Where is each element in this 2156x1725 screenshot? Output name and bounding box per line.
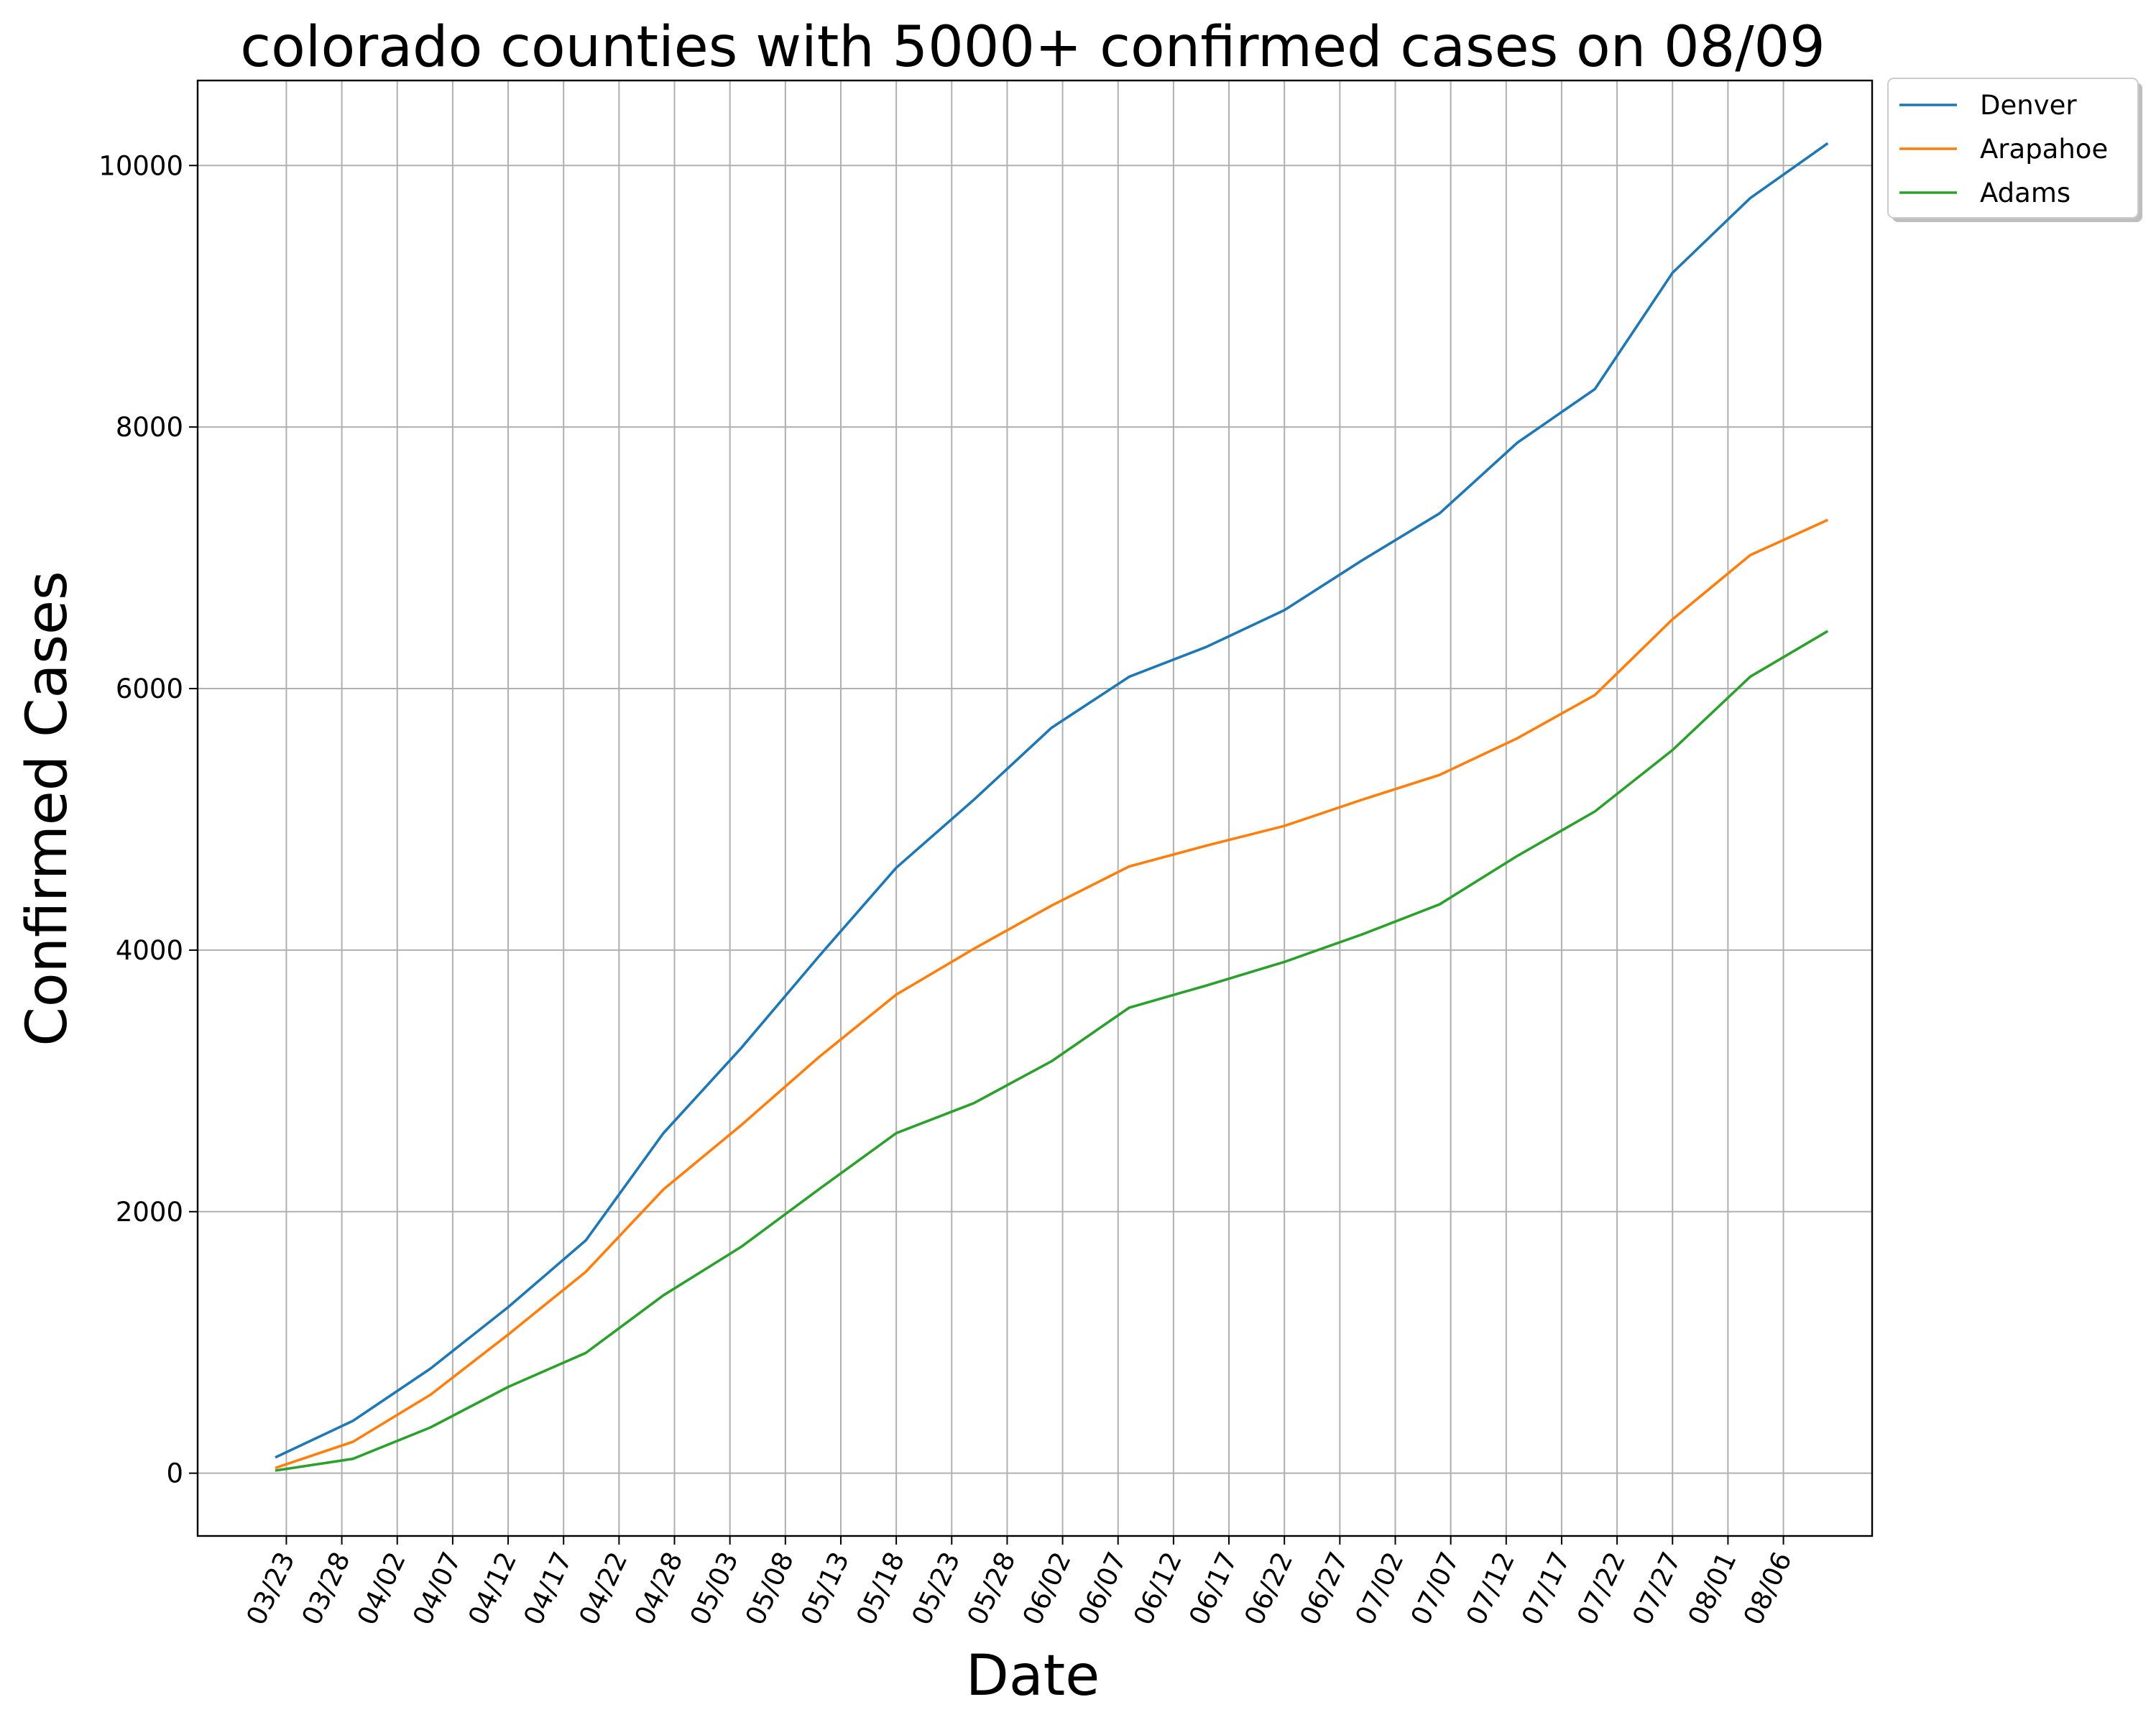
- legend-label-denver: Denver: [1980, 90, 2077, 121]
- y-tick-label: 4000: [116, 935, 183, 966]
- y-tick-label: 6000: [116, 673, 183, 704]
- x-axis-label: Date: [966, 1644, 1100, 1708]
- series-line-adams: [275, 630, 1829, 1472]
- series-line-denver: [275, 142, 1829, 1459]
- plot-frame: [196, 79, 1874, 1537]
- series-lines: [275, 142, 1829, 1472]
- legend-label-adams: Adams: [1980, 178, 2070, 208]
- y-axis-ticks: 0 2000 4000 6000 8000 10000: [98, 150, 198, 1489]
- y-axis-label: Confirmed Cases: [15, 571, 80, 1046]
- series-line-arapahoe: [275, 518, 1829, 1470]
- y-tick-label: 0: [166, 1458, 183, 1489]
- y-tick-label: 8000: [116, 412, 183, 443]
- y-tick-label: 10000: [98, 150, 183, 181]
- legend-box: [1887, 78, 2139, 218]
- grid-lines: [198, 80, 1872, 1536]
- legend: Denver Arapahoe Adams: [1887, 78, 2142, 222]
- legend-label-arapahoe: Arapahoe: [1980, 134, 2108, 165]
- y-tick-label: 2000: [116, 1197, 183, 1228]
- chart-title: colorado counties with 5000+ confirmed c…: [240, 15, 1825, 80]
